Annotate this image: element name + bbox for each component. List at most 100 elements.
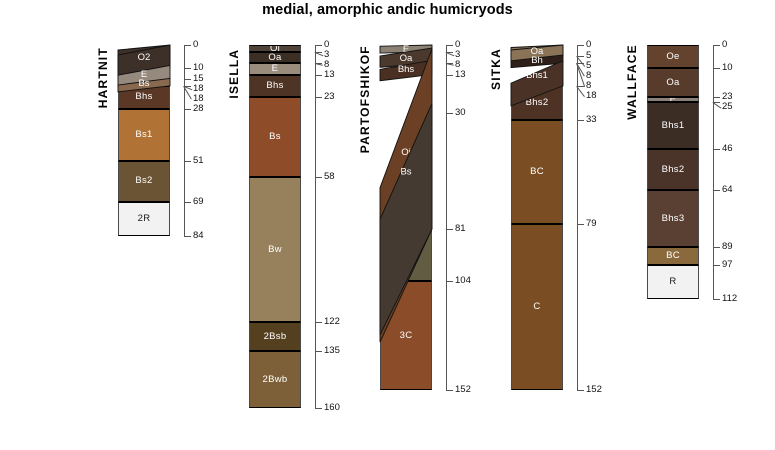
horizon-label: Oe (666, 50, 680, 62)
depth-tick (577, 63, 584, 65)
depth-tick (577, 56, 584, 58)
depth-tick (184, 235, 191, 237)
depth-tick-label: 23 (324, 91, 335, 103)
depth-tick (713, 101, 720, 103)
horizon-block: BC (647, 247, 699, 266)
depth-tick-label: 81 (455, 222, 466, 234)
depth-tick-label: 104 (455, 275, 471, 287)
depth-tick (713, 97, 720, 99)
horizon-label: 2Bsb (263, 330, 287, 342)
irregular-horizon-shape (379, 103, 433, 336)
horizon-label: E (141, 69, 147, 80)
depth-tick-label: 8 (586, 80, 592, 92)
tick-leader-line (314, 63, 323, 66)
profile-name-label: HARTNIT (96, 47, 110, 109)
horizon-label: Oa (268, 51, 282, 63)
horizon-label: Bhs2 (661, 164, 685, 176)
depth-tick-label: 160 (324, 402, 340, 414)
horizon-block: E (249, 63, 301, 75)
horizon-block: 2Bwb (249, 351, 301, 409)
depth-tick-label: 30 (455, 107, 466, 119)
depth-tick (315, 45, 322, 46)
horizon-label: BC (666, 250, 680, 262)
horizon-block: Oe (647, 45, 699, 68)
horizon-block: Bw (249, 176, 301, 322)
depth-axis (315, 45, 316, 409)
depth-tick (315, 97, 322, 99)
depth-tick (315, 176, 322, 178)
horizon-block: Bs2 (118, 160, 170, 202)
depth-tick-label: 13 (455, 69, 466, 80)
depth-tick-label: 152 (455, 384, 471, 396)
depth-tick-label: 69 (193, 195, 204, 207)
depth-axis (446, 45, 447, 391)
horizon-label: Bhs3 (661, 212, 685, 224)
horizon-label: E (403, 44, 409, 55)
horizon-block: Oa (249, 51, 301, 64)
depth-tick (446, 51, 453, 53)
horizon-label: Bhs (135, 91, 153, 103)
horizon-block: Oa (647, 67, 699, 98)
depth-tick-label: 89 (722, 241, 733, 253)
horizon-block: 2R (118, 201, 170, 236)
depth-tick-label: 152 (586, 384, 602, 396)
depth-tick (577, 119, 584, 121)
depth-tick-label: 28 (193, 103, 204, 115)
depth-tick-label: 64 (722, 184, 733, 196)
profile-name-label: WALLFACE (625, 44, 639, 120)
horizon-label: Oi (401, 147, 411, 158)
depth-tick-label: 58 (324, 170, 335, 182)
profile-name-label: SITKA (489, 48, 503, 91)
depth-tick-label: 46 (722, 143, 733, 155)
depth-axis (713, 45, 714, 300)
depth-tick-label: 3 (324, 49, 330, 60)
depth-tick-label: 3 (455, 49, 461, 60)
horizon-label: Bhs1 (661, 119, 685, 131)
depth-tick (446, 281, 453, 283)
horizon-block: 2Bsb (249, 321, 301, 352)
horizon-label: BC (530, 166, 544, 178)
depth-tick (713, 45, 720, 46)
depth-tick-label: 5 (586, 50, 592, 62)
horizon-label: Bhs (266, 80, 284, 92)
horizon-label: Bs2 (135, 175, 153, 187)
depth-tick-label: 0 (722, 39, 728, 50)
depth-tick (184, 67, 191, 69)
horizon-label: 3C (399, 329, 413, 341)
depth-tick (184, 85, 191, 87)
horizon-block: C (511, 224, 563, 391)
depth-axis (184, 45, 185, 236)
profile-name-label: ISELLA (227, 48, 241, 99)
depth-tick (577, 224, 584, 226)
horizon-block: Oi (249, 45, 301, 52)
horizon-label: Bhs1 (526, 70, 548, 81)
depth-tick-label: 8 (586, 70, 592, 82)
horizon-label: Oa (400, 53, 413, 64)
depth-tick (315, 351, 322, 353)
depth-tick-label: 135 (324, 345, 340, 357)
irregular-horizon-group: OiOaBhBhs1 (510, 44, 564, 107)
depth-tick-label: 5 (586, 60, 592, 72)
depth-tick (184, 45, 191, 46)
irregular-horizon-group: AO2EBs (117, 44, 171, 93)
depth-tick (577, 85, 584, 87)
depth-tick-label: 10 (193, 61, 204, 73)
depth-tick-label: 25 (722, 101, 733, 113)
horizon-label: 2R (137, 212, 151, 224)
horizon-block: Bs1 (118, 108, 170, 161)
horizon-label: Bh (531, 55, 543, 66)
depth-tick-label: 79 (586, 218, 597, 230)
horizon-label: 2Bwb (262, 374, 288, 386)
depth-tick (446, 390, 453, 392)
horizon-label: Bw (268, 243, 282, 255)
depth-tick (184, 79, 191, 81)
horizon-block: Bhs3 (647, 190, 699, 248)
horizon-label: C (533, 301, 541, 313)
profile-name-label: PARTOFSHIKOF (358, 45, 372, 154)
irregular-horizon-shape (117, 77, 171, 93)
depth-tick (446, 228, 453, 230)
depth-tick (315, 51, 322, 53)
depth-tick (713, 190, 720, 192)
irregular-horizon-shape (510, 60, 564, 107)
